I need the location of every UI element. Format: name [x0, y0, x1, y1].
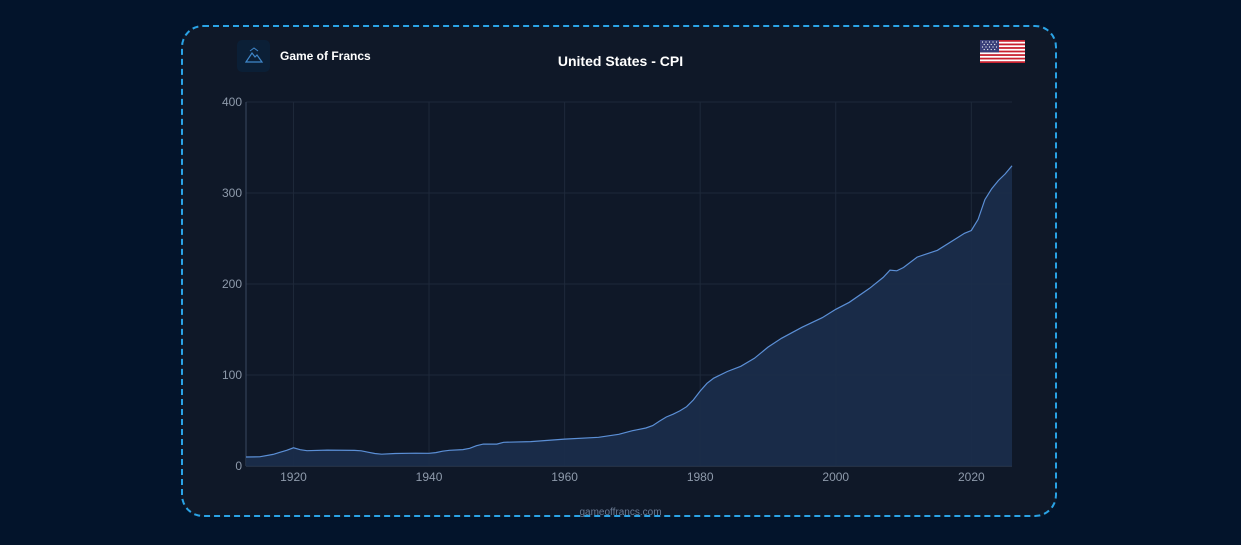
- logo: [237, 40, 270, 72]
- cpi-line: [245, 165, 1013, 458]
- y-tick-label: 400: [222, 95, 242, 109]
- y-tick-label: 100: [222, 368, 242, 382]
- footer-url: gameoffrancs.com: [579, 507, 662, 518]
- y-tick-label: 0: [235, 459, 242, 473]
- y-tick-label: 300: [222, 186, 242, 200]
- x-tick-label: 2020: [958, 470, 985, 484]
- x-tick-label: 1920: [280, 470, 307, 484]
- x-tick-label: 1940: [416, 470, 443, 484]
- cpi-area: [246, 165, 1012, 466]
- brand-name: Game of Francs: [280, 49, 371, 63]
- x-tick-label: 2000: [822, 470, 849, 484]
- y-tick-label: 200: [222, 277, 242, 291]
- mountain-logo-icon: [244, 47, 263, 63]
- x-tick-label: 1980: [687, 470, 714, 484]
- us-flag-icon: [980, 40, 1025, 63]
- chart-title: United States - CPI: [557, 53, 684, 69]
- x-tick-label: 1960: [551, 470, 578, 484]
